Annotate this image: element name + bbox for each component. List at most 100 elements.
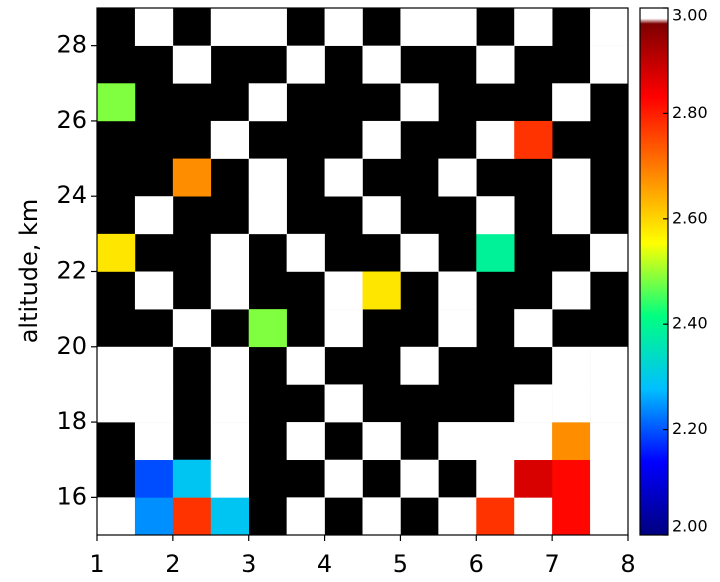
heatmap-cell	[590, 459, 629, 498]
heatmap-cell	[172, 158, 212, 197]
heatmap-cell	[97, 384, 136, 423]
heatmap-cell	[134, 497, 174, 536]
heatmap-cell	[514, 459, 553, 498]
heatmap-cell	[210, 422, 250, 461]
heatmap-cell	[134, 422, 174, 461]
heatmap-cell	[514, 384, 553, 423]
heatmap-cell	[590, 384, 629, 423]
heatmap-cell	[438, 309, 477, 348]
colorbar-tick-label: 2.40	[672, 314, 708, 333]
heatmap-cell	[438, 422, 477, 461]
heatmap-cell	[286, 45, 325, 84]
heatmap-cell	[134, 346, 174, 385]
heatmap-cell	[362, 497, 401, 536]
heatmap-cell	[286, 422, 325, 461]
heatmap-cell	[362, 196, 401, 235]
heatmap-cell	[400, 8, 439, 46]
heatmap-cell	[210, 384, 250, 423]
heatmap-cell	[590, 45, 629, 84]
x-tick-label: 7	[545, 550, 560, 578]
heatmap-cell	[362, 422, 401, 461]
y-tick-label: 16	[56, 482, 87, 510]
heatmap-cell	[438, 497, 477, 536]
heatmap-cell	[324, 384, 363, 423]
y-tick-label: 20	[56, 332, 87, 360]
colorbar-tick-label: 2.60	[672, 208, 708, 227]
y-tick-label: 26	[56, 106, 87, 134]
heatmap-cell	[514, 8, 553, 46]
heatmap-cell	[248, 158, 287, 197]
heatmap-cell	[362, 120, 401, 159]
heatmap-cell	[97, 497, 136, 536]
heatmap-cell	[172, 309, 212, 348]
heatmap-cell	[97, 346, 136, 385]
heatmap-cell	[590, 422, 629, 461]
heatmap-cell	[514, 422, 553, 461]
heatmap-cell	[210, 459, 250, 498]
heatmap-cell	[552, 346, 591, 385]
heatmap-cell	[438, 158, 477, 197]
y-tick-label: 18	[56, 407, 87, 435]
heatmap-cell	[286, 497, 325, 536]
heatmap-cell	[476, 45, 515, 84]
heatmap-cell	[210, 120, 250, 159]
heatmap-cell	[552, 422, 591, 461]
heatmap-cell	[324, 8, 363, 46]
heatmap-cell	[210, 271, 250, 310]
heatmap-cell	[248, 8, 287, 46]
heatmap-cell	[476, 459, 515, 498]
heatmap-cell	[590, 233, 629, 272]
heatmap-cell	[324, 459, 363, 498]
heatmap-cell	[248, 309, 287, 348]
heatmap-cell	[476, 196, 515, 235]
heatmap-cell	[248, 83, 287, 122]
x-tick-label: 3	[241, 550, 256, 578]
heatmap-cell	[552, 83, 591, 122]
heatmap-cell	[552, 384, 591, 423]
heatmap-cell	[210, 346, 250, 385]
heatmap-cell	[590, 8, 629, 46]
x-tick-label: 4	[317, 550, 332, 578]
heatmap-cell	[590, 497, 629, 536]
heatmap-cell	[324, 309, 363, 348]
heatmap-cell	[134, 196, 174, 235]
heatmap-cell	[552, 271, 591, 310]
x-tick-label: 1	[89, 550, 104, 578]
heatmap-cell	[438, 8, 477, 46]
heatmap-cell	[134, 459, 174, 498]
heatmap-cell	[476, 120, 515, 159]
heatmap-cell	[590, 346, 629, 385]
y-tick-label: 28	[56, 31, 87, 59]
heatmap-cell	[210, 497, 250, 536]
heatmap-cell	[134, 384, 174, 423]
heatmap-cell	[134, 271, 174, 310]
heatmap-cell	[552, 196, 591, 235]
colorbar-tick-label: 2.00	[672, 517, 708, 536]
x-tick-label: 8	[620, 550, 635, 578]
colorbar-tick-label: 2.20	[672, 419, 708, 438]
heatmap-cell	[400, 346, 439, 385]
heatmap-cell	[362, 271, 401, 310]
heatmap-cell	[514, 309, 553, 348]
heatmap-cell	[172, 459, 212, 498]
heatmap-cell	[172, 497, 212, 536]
x-tick-label: 6	[469, 550, 484, 578]
y-tick-label: 22	[56, 257, 87, 285]
heatmap-cell	[552, 459, 591, 498]
colorbar-tick-label: 2.80	[672, 103, 708, 122]
heatmap-cell	[324, 158, 363, 197]
heatmap-cell	[400, 83, 439, 122]
heatmap-cell	[97, 233, 136, 272]
heatmap-cell	[362, 45, 401, 84]
colorbar	[639, 7, 669, 536]
heatmap-cell	[286, 233, 325, 272]
heatmap-cell	[172, 45, 212, 84]
heatmap-cell	[514, 497, 553, 536]
heatmap-cell	[210, 8, 250, 46]
x-tick-label: 5	[393, 550, 408, 578]
heatmap-cell	[514, 120, 553, 159]
heatmap-cell	[552, 497, 591, 536]
heatmap-cell	[400, 459, 439, 498]
heatmap-cell	[552, 158, 591, 197]
